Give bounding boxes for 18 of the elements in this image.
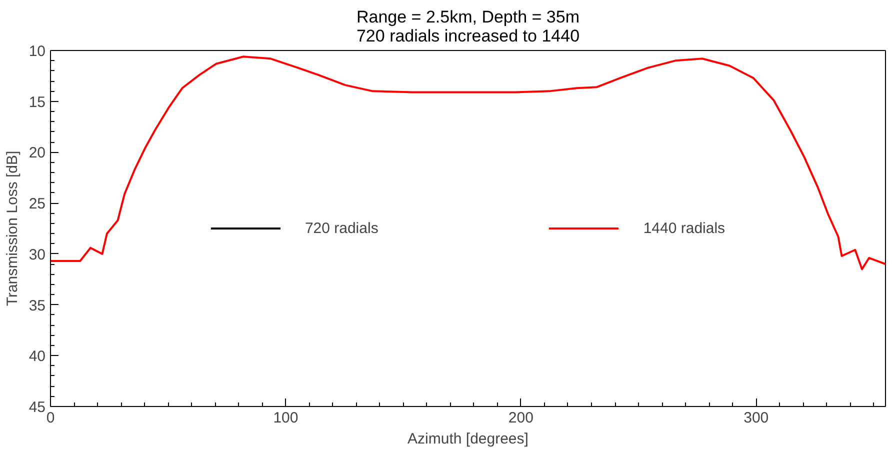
y-tick-label: 35 xyxy=(28,297,46,314)
y-tick-label: 15 xyxy=(28,94,46,111)
x-tick-label: 200 xyxy=(508,410,534,426)
legend-label: 720 radials xyxy=(304,220,378,236)
legend-label: 1440 radials xyxy=(643,220,726,236)
y-tick-label: 30 xyxy=(28,246,46,264)
y-tick-label: 20 xyxy=(28,144,46,162)
y-tick-label: 25 xyxy=(28,196,46,213)
y-axis-title: Transmission Loss [dB] xyxy=(4,150,21,306)
line-series xyxy=(50,56,886,270)
x-tick-label: 100 xyxy=(273,410,298,426)
x-axis-title: Azimuth [degrees] xyxy=(408,430,528,448)
x-tick-label: 0 xyxy=(46,410,55,426)
y-tick-label: 45 xyxy=(28,399,46,416)
x-tick-label: 300 xyxy=(744,410,769,426)
chart-title: Range = 2.5km, Depth = 35m 720 radials increased to 1440 xyxy=(356,8,580,46)
y-tick-label: 40 xyxy=(28,348,46,366)
y-tick-label: 10 xyxy=(28,43,46,60)
